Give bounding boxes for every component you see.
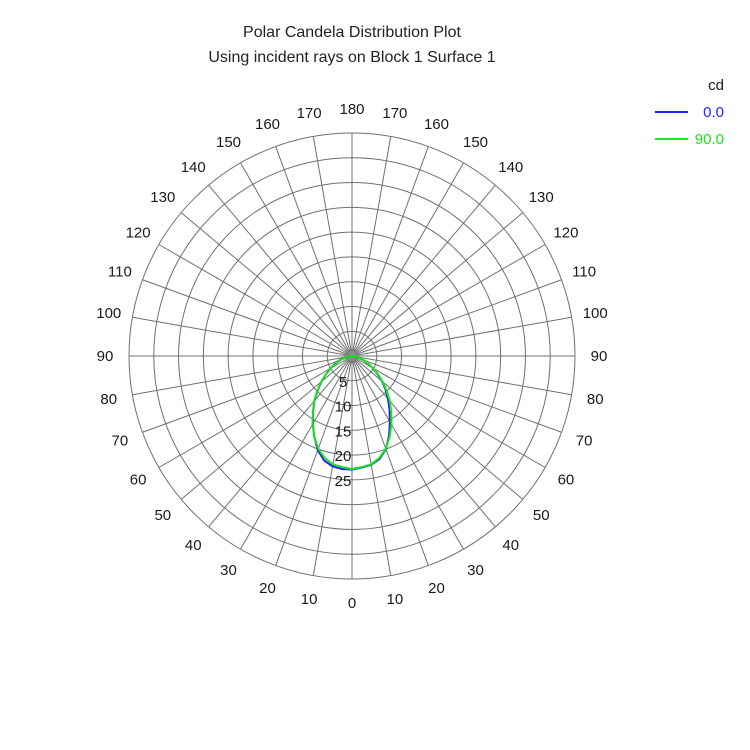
chart-subtitle: Using incident rays on Block 1 Surface 1 bbox=[208, 49, 495, 66]
grid-spoke bbox=[351, 136, 392, 357]
grid-spoke bbox=[240, 355, 353, 550]
angle-tick-label: 40 bbox=[502, 537, 519, 554]
grid-spoke bbox=[208, 355, 353, 528]
angle-tick-label: 10 bbox=[301, 591, 318, 608]
grid-spoke bbox=[142, 355, 353, 433]
grid-spoke bbox=[240, 162, 353, 357]
angle-tick-label: 0 bbox=[348, 595, 356, 612]
angle-tick-label: 70 bbox=[112, 432, 129, 449]
grid-spoke bbox=[132, 355, 353, 396]
angle-tick-label: 70 bbox=[576, 432, 593, 449]
angle-tick-label: 30 bbox=[467, 562, 484, 579]
radial-tick-label: 15 bbox=[335, 423, 352, 440]
angle-tick-label: 120 bbox=[126, 225, 151, 242]
legend-label-0: 0.0 bbox=[703, 104, 724, 121]
radial-tick-label: 20 bbox=[335, 448, 352, 465]
grid-spoke bbox=[351, 355, 429, 566]
grid-spoke bbox=[351, 212, 524, 357]
grid-spoke bbox=[351, 316, 572, 357]
angle-tick-label: 170 bbox=[297, 105, 322, 122]
angle-tick-label: 100 bbox=[96, 305, 121, 322]
series-layer bbox=[311, 355, 393, 471]
angle-tick-label: 130 bbox=[150, 189, 175, 206]
angle-tick-label: 30 bbox=[220, 562, 237, 579]
grid-spoke bbox=[351, 355, 496, 528]
grid-spoke bbox=[142, 279, 353, 357]
angle-tick-label: 120 bbox=[553, 225, 578, 242]
angle-tick-label: 100 bbox=[583, 305, 608, 322]
grid-spoke bbox=[351, 355, 546, 468]
angle-tick-label: 40 bbox=[185, 537, 202, 554]
series-line-1 bbox=[311, 355, 393, 470]
angle-tick-label: 80 bbox=[587, 391, 604, 408]
angle-tick-label: 160 bbox=[255, 116, 280, 133]
angle-tick-label: 170 bbox=[382, 105, 407, 122]
angle-tick-label: 60 bbox=[130, 472, 147, 489]
angle-tick-label: 140 bbox=[181, 159, 206, 176]
angle-tick-label: 50 bbox=[154, 507, 171, 524]
angle-tick-label: 60 bbox=[558, 472, 575, 489]
grid-spoke bbox=[275, 355, 353, 566]
angle-tick-label: 130 bbox=[529, 189, 554, 206]
grid-spoke bbox=[351, 355, 392, 576]
grid-spoke bbox=[132, 316, 353, 357]
radial-tick-label: 5 bbox=[339, 374, 347, 391]
radial-tick-label: 25 bbox=[335, 473, 352, 490]
chart-title: Polar Candela Distribution Plot bbox=[243, 24, 461, 41]
angle-tick-label: 110 bbox=[108, 264, 132, 281]
angle-tick-label: 20 bbox=[259, 580, 276, 597]
angle-tick-label: 150 bbox=[463, 134, 488, 151]
angle-tick-label: 90 bbox=[97, 348, 114, 365]
angle-tick-label: 50 bbox=[533, 507, 550, 524]
grid-spoke bbox=[158, 355, 353, 468]
radial-tick-labels: 5 10 15 20 25 bbox=[335, 374, 352, 490]
grid-spoke bbox=[351, 146, 429, 357]
angle-tick-label: 160 bbox=[424, 116, 449, 133]
grid-spoke bbox=[158, 244, 353, 357]
grid-spoke bbox=[351, 355, 562, 433]
grid-spoke bbox=[351, 355, 464, 550]
angle-tick-label: 180 bbox=[339, 101, 364, 118]
grid-spoke bbox=[351, 279, 562, 357]
angle-tick-label: 110 bbox=[572, 264, 596, 281]
polar-grid bbox=[128, 132, 576, 580]
angle-tick-label: 10 bbox=[387, 591, 404, 608]
grid-spoke bbox=[208, 184, 353, 357]
grid-spoke bbox=[351, 162, 464, 357]
angle-tick-label: 150 bbox=[216, 134, 241, 151]
grid-spoke bbox=[180, 212, 353, 357]
grid-spoke bbox=[275, 146, 353, 357]
angle-tick-label: 140 bbox=[498, 159, 523, 176]
angle-tick-labels: 0 10 20 30 40 50 60 70 80 90 100 110 120 130 140 150 160… bbox=[96, 101, 608, 612]
grid-spoke bbox=[312, 136, 353, 357]
grid-spoke bbox=[351, 244, 546, 357]
angle-tick-label: 80 bbox=[100, 391, 117, 408]
grid-spoke bbox=[351, 184, 496, 357]
legend-label-1: 90.0 bbox=[695, 131, 724, 148]
radial-tick-label: 10 bbox=[335, 399, 352, 416]
grid-spoke bbox=[351, 355, 572, 396]
legend: cd 0.0 90.0 bbox=[655, 77, 724, 148]
angle-tick-label: 20 bbox=[428, 580, 445, 597]
legend-title: cd bbox=[708, 77, 724, 94]
angle-tick-label: 90 bbox=[591, 348, 608, 365]
